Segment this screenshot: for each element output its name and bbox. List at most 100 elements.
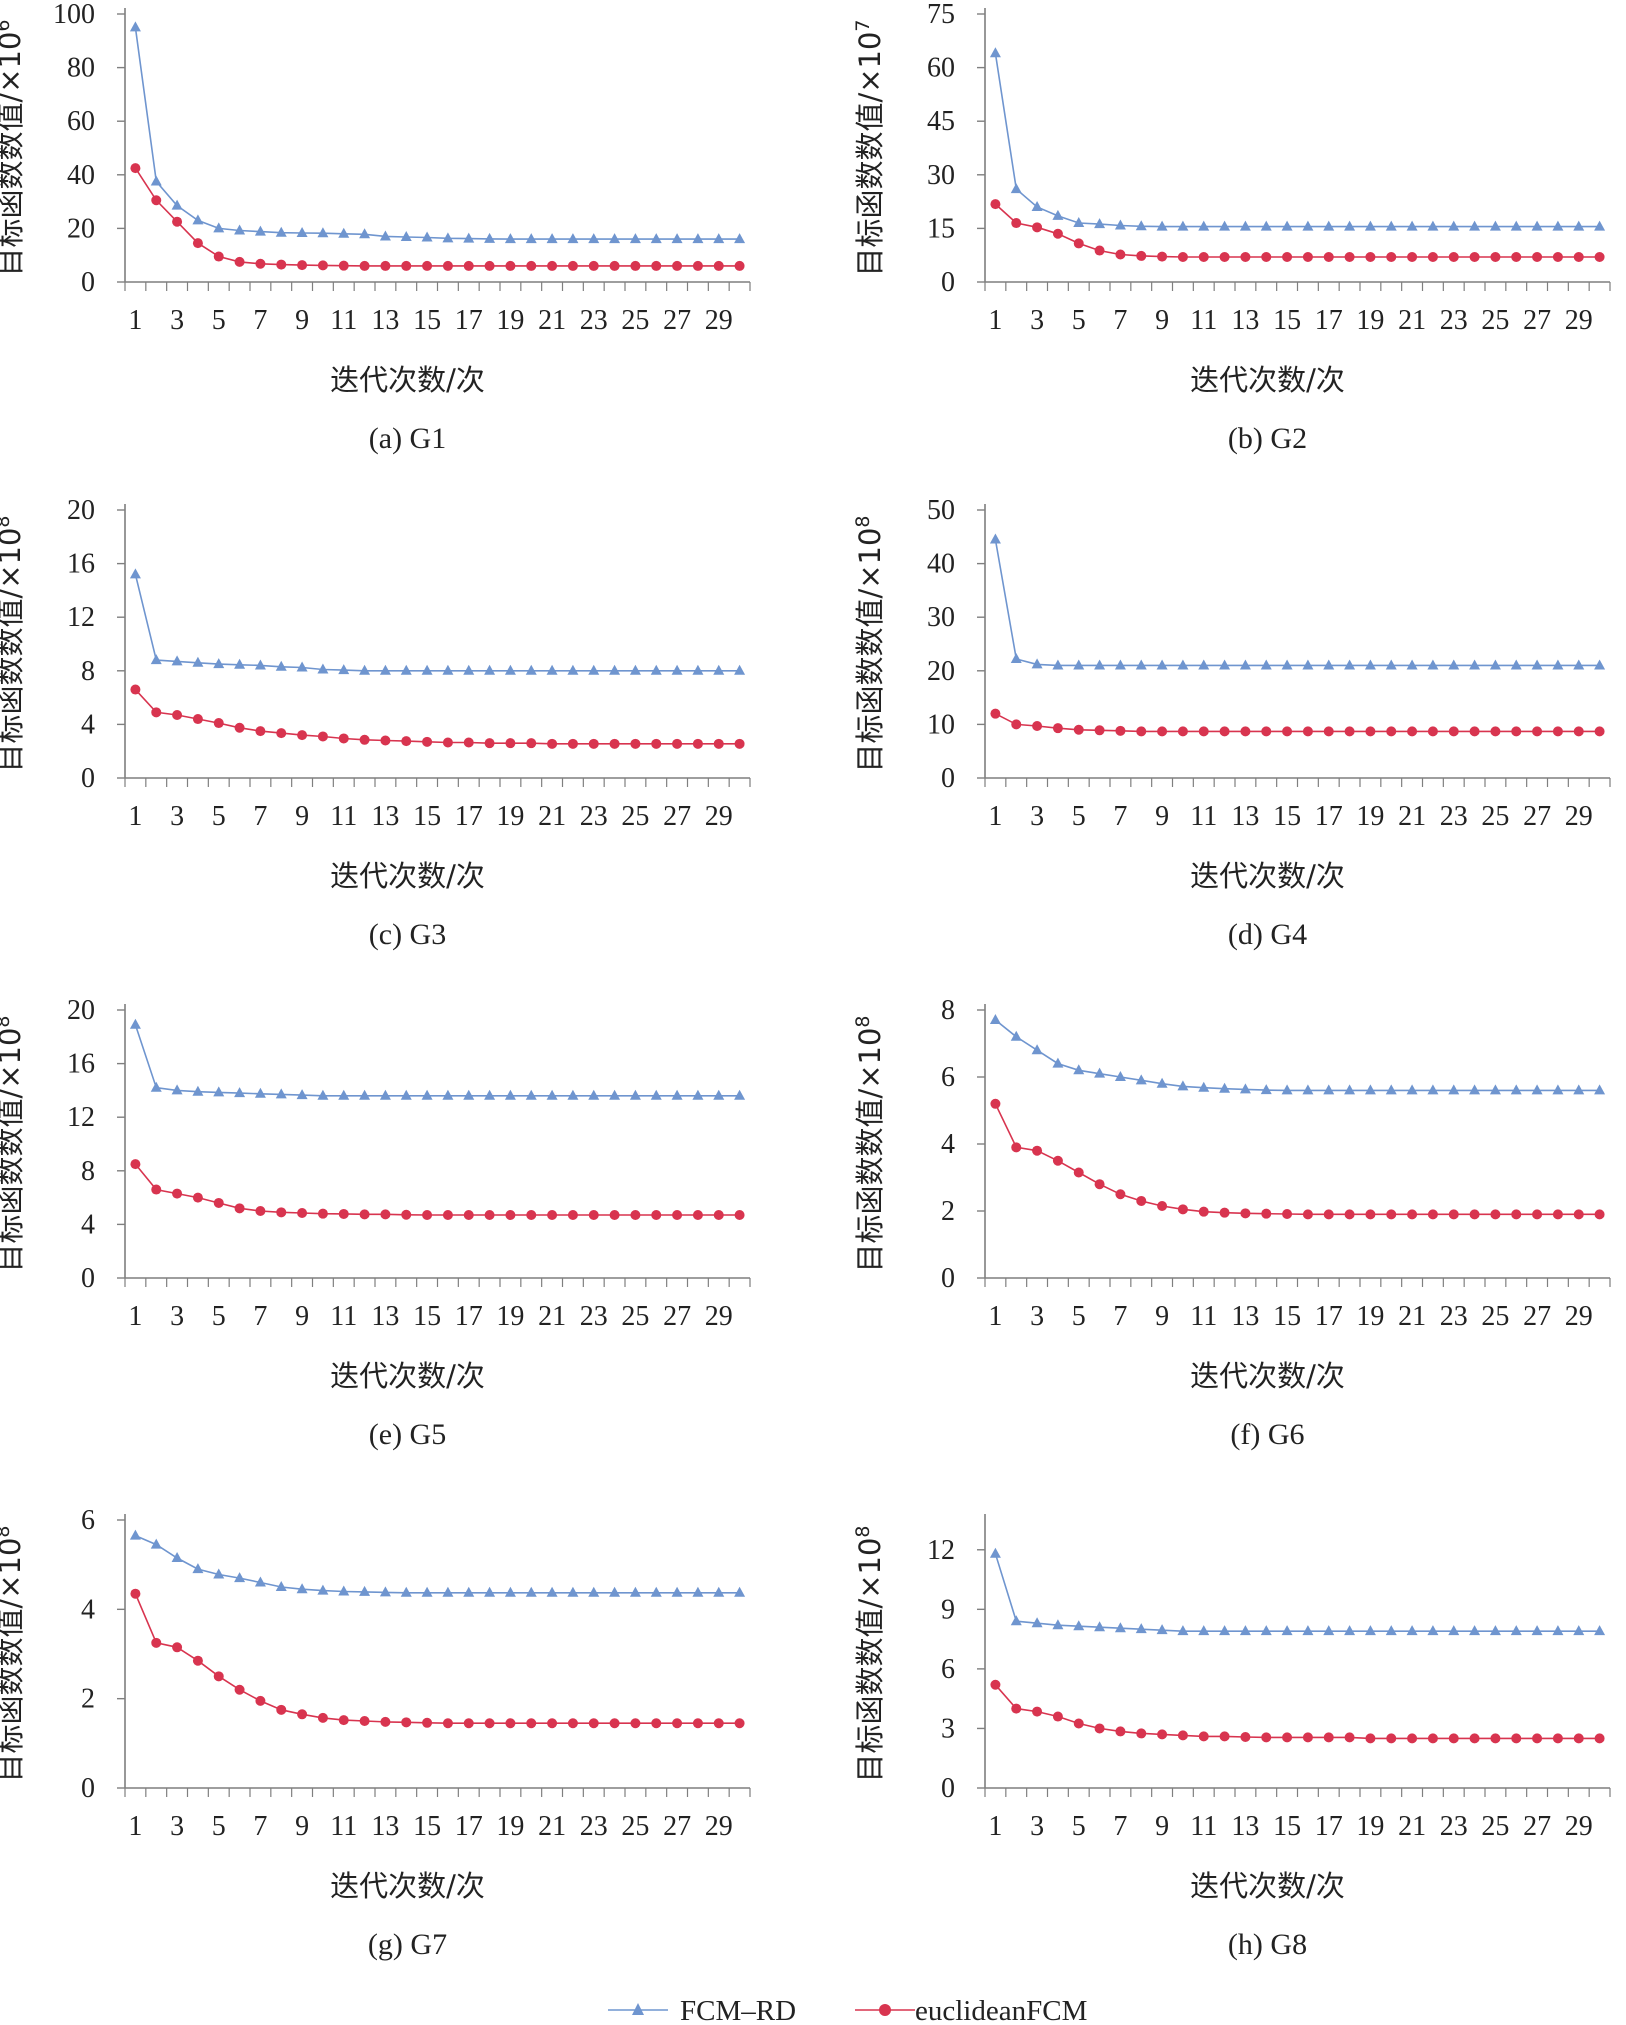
- data-point: [1135, 1074, 1147, 1085]
- data-point: [1365, 726, 1376, 737]
- data-point: [1427, 251, 1438, 262]
- data-point: [1364, 1625, 1376, 1636]
- data-point: [1031, 658, 1043, 669]
- data-point: [547, 1718, 558, 1729]
- data-point: [1114, 1622, 1126, 1633]
- x-tick-label: 23: [1440, 1301, 1468, 1332]
- data-point: [505, 1210, 516, 1221]
- y-tick-label: 2: [941, 1196, 955, 1227]
- data-point: [1448, 726, 1459, 737]
- data-point: [1032, 721, 1043, 732]
- y-axis-label: 目标函数数值/×108: [0, 1015, 27, 1272]
- series-euclideanfcm: [990, 1679, 1605, 1744]
- legend-label: euclideanFCM: [915, 1995, 1087, 2025]
- data-point: [567, 1718, 578, 1729]
- data-point: [1011, 719, 1022, 730]
- data-point: [1302, 1209, 1313, 1220]
- data-point: [1157, 251, 1168, 262]
- data-point: [1407, 251, 1418, 262]
- x-tick-label: 3: [170, 1811, 184, 1842]
- panel-caption: (h) G8: [1228, 1928, 1307, 1961]
- data-point: [1407, 1209, 1418, 1220]
- x-tick-label: 21: [538, 1811, 566, 1842]
- x-tick-label: 19: [1356, 305, 1384, 336]
- data-point: [1552, 251, 1563, 262]
- data-point: [297, 260, 308, 271]
- x-tick-label: 11: [330, 305, 357, 336]
- data-point: [150, 175, 162, 186]
- y-tick-label: 20: [927, 656, 955, 687]
- x-tick-label: 25: [1481, 305, 1509, 336]
- data-point: [1406, 659, 1418, 670]
- x-tick-label: 27: [663, 305, 691, 336]
- series-line: [134, 1024, 740, 1097]
- x-tick-label: 19: [1356, 1301, 1384, 1332]
- data-point: [401, 1209, 412, 1220]
- series-euclideanfcm: [130, 684, 745, 749]
- data-point: [297, 1208, 308, 1219]
- data-point: [1469, 1084, 1481, 1095]
- series-line: [995, 712, 1600, 733]
- data-point: [990, 199, 1001, 210]
- x-tick-label: 27: [1523, 801, 1551, 832]
- data-point: [1573, 659, 1585, 670]
- x-tick-label: 11: [1190, 305, 1217, 336]
- data-point: [171, 1084, 183, 1095]
- x-tick-label: 9: [1155, 305, 1169, 336]
- data-point: [1261, 726, 1272, 737]
- y-axis-label: 目标函数数值/×108: [852, 1525, 887, 1782]
- series-euclideanfcm: [130, 1159, 745, 1221]
- x-tick-label: 3: [170, 801, 184, 832]
- data-point: [338, 260, 349, 271]
- data-point: [1073, 1064, 1085, 1075]
- data-point: [1573, 1733, 1584, 1744]
- data-point: [213, 222, 225, 233]
- data-point: [234, 224, 246, 235]
- data-point: [1177, 659, 1189, 670]
- x-tick-label: 27: [663, 1301, 691, 1332]
- x-tick-label: 1: [988, 801, 1002, 832]
- data-point: [1094, 218, 1106, 229]
- data-point: [234, 256, 245, 267]
- x-tick-label: 13: [371, 1301, 399, 1332]
- data-point: [1531, 659, 1543, 670]
- data-point: [400, 230, 412, 241]
- data-point: [713, 1718, 724, 1729]
- data-point: [1094, 725, 1105, 736]
- data-point: [1157, 726, 1168, 737]
- x-tick-label: 19: [496, 305, 524, 336]
- data-point: [1031, 200, 1043, 211]
- data-point: [1594, 1625, 1606, 1636]
- data-point: [1573, 1084, 1585, 1095]
- data-point: [609, 260, 620, 271]
- y-tick-label: 30: [927, 602, 955, 633]
- data-point: [567, 260, 578, 271]
- y-tick-label: 12: [927, 1535, 955, 1566]
- x-tick-label: 7: [253, 305, 267, 336]
- data-point: [609, 738, 620, 749]
- data-point: [650, 664, 662, 675]
- x-tick-label: 1: [128, 1811, 142, 1842]
- data-point: [504, 1089, 516, 1100]
- data-point: [1302, 1732, 1313, 1743]
- data-point: [275, 1581, 287, 1591]
- data-point: [609, 664, 621, 675]
- data-point: [734, 260, 745, 271]
- y-tick-label: 30: [927, 160, 955, 191]
- x-tick-label: 25: [1481, 1811, 1509, 1842]
- x-tick-label: 27: [663, 801, 691, 832]
- data-point: [651, 1718, 662, 1729]
- data-point: [129, 1018, 141, 1029]
- data-point: [547, 738, 558, 749]
- data-point: [359, 734, 370, 745]
- data-point: [442, 1586, 454, 1597]
- data-point: [1198, 1081, 1210, 1092]
- x-tick-label: 11: [330, 1811, 357, 1842]
- data-point: [1136, 1195, 1147, 1206]
- data-point: [275, 660, 287, 671]
- x-tick-label: 9: [295, 1301, 309, 1332]
- data-point: [213, 1086, 225, 1097]
- data-point: [150, 1538, 162, 1549]
- data-point: [484, 1210, 495, 1221]
- data-point: [1364, 1084, 1376, 1095]
